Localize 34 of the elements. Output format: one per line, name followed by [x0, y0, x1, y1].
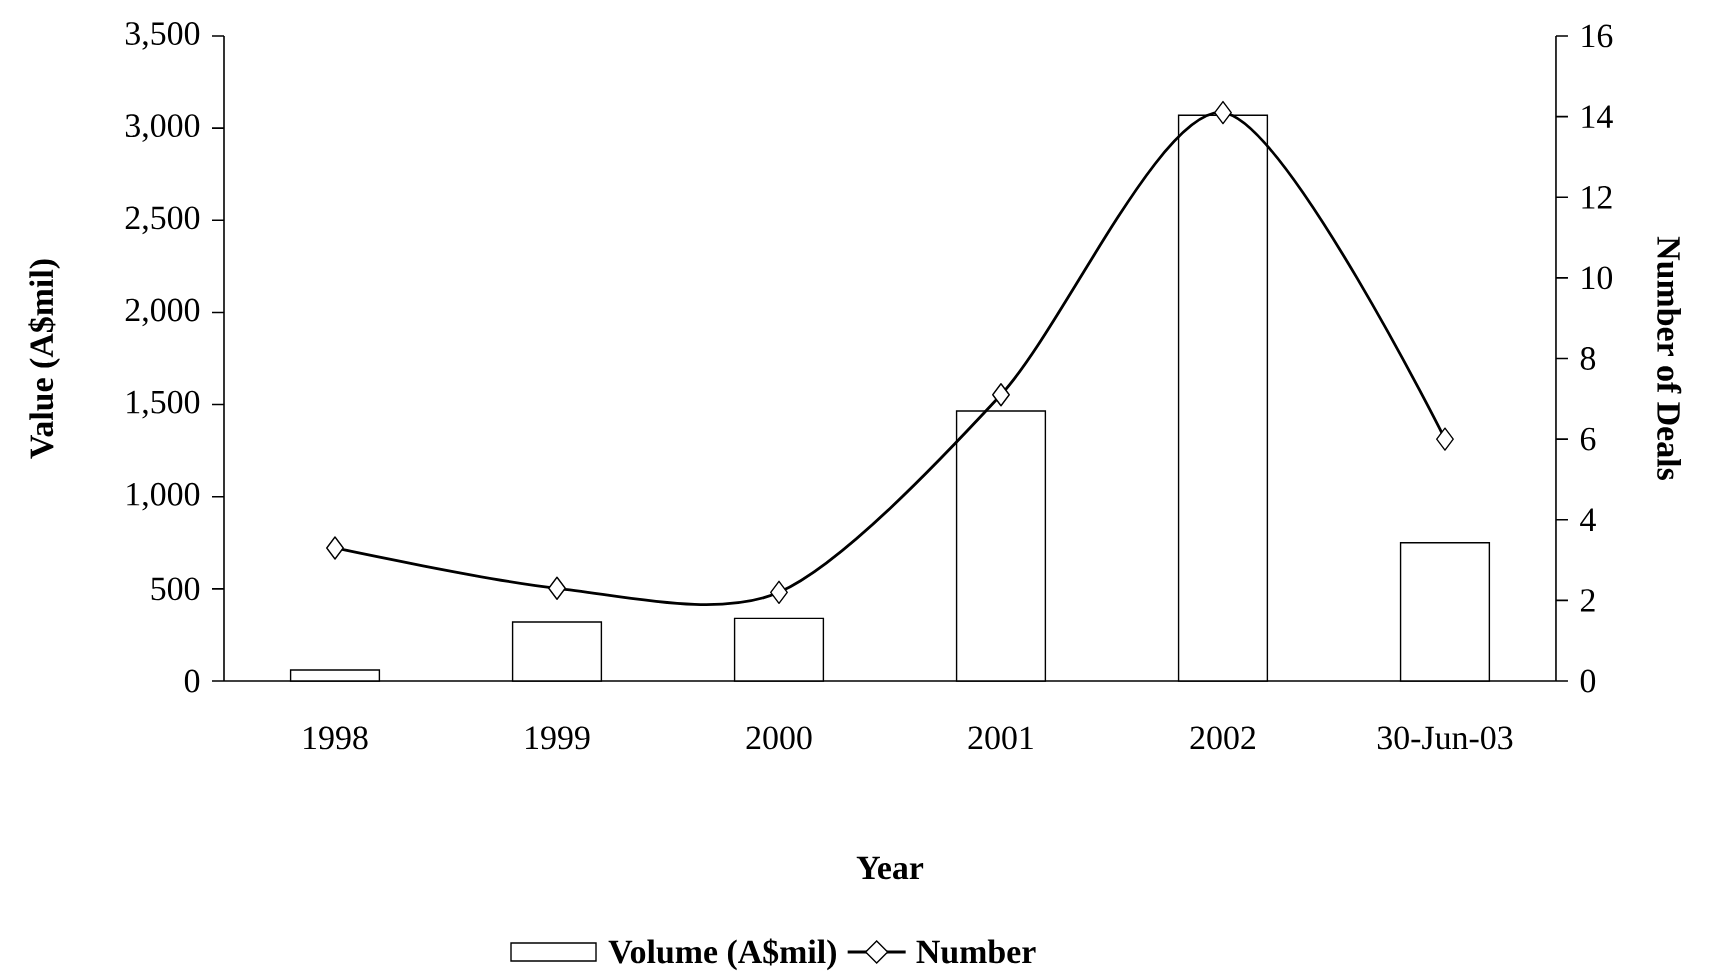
point	[1214, 100, 1232, 125]
y-tick-label: 1,500	[127, 390, 200, 419]
y2-tick-label: 6	[1580, 427, 1596, 451]
legend-label: Number	[916, 939, 1036, 964]
point	[770, 580, 788, 605]
y-tick-label: 3,500	[125, 22, 200, 50]
y-axis-title: Value (A$mil)	[28, 259, 61, 459]
point	[548, 576, 566, 600]
y2-tick-label: 0	[1580, 669, 1596, 693]
x-axis-title: Year	[856, 856, 924, 880]
point	[1436, 427, 1454, 451]
x-tick-label: 30-Jun-03	[1377, 726, 1513, 750]
x-tick-label: 2002	[1190, 726, 1255, 750]
y-tick-label: 0	[184, 669, 200, 693]
y2-tick-label: 4	[1580, 508, 1596, 531]
legend-label: Volume (A$mil)	[608, 938, 836, 971]
point	[326, 536, 344, 560]
point	[992, 383, 1010, 407]
x-tick-label: 1999	[526, 726, 590, 750]
x-tick-label: 2000	[746, 726, 812, 750]
x-tick-label: 2001	[968, 726, 1033, 750]
y2-tick-label: 12	[1582, 186, 1612, 209]
y-tick-label: 2,500	[125, 206, 200, 235]
y2-tick-label: 14	[1582, 105, 1613, 128]
y-tick-label: 3,000	[125, 114, 200, 142]
y-tick-label: 500	[151, 577, 200, 601]
y2-tick-label: 2	[1580, 589, 1595, 612]
y-tick-label: 2,000	[125, 298, 200, 327]
y2-tick-label: 16	[1582, 24, 1613, 48]
y2-tick-label: 10	[1582, 266, 1613, 290]
y2-axis-title: Number of Deals	[1657, 236, 1682, 480]
y2-tick-label: 8	[1580, 347, 1596, 370]
x-tick-label: 1998	[304, 726, 368, 750]
y-tick-label: 1,000	[127, 482, 200, 511]
